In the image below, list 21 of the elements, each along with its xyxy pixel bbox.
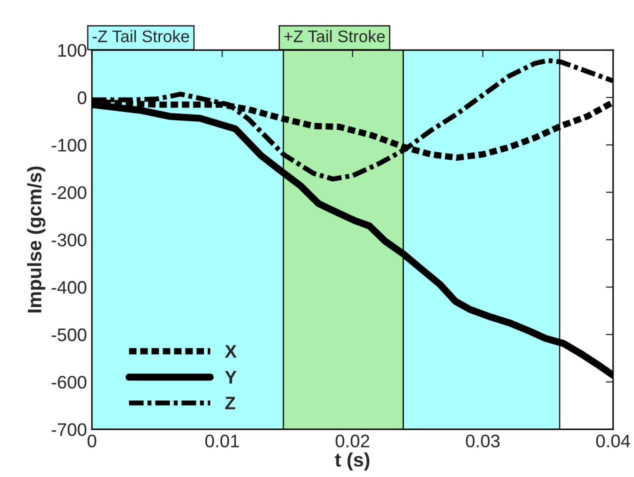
- band-label: +Z Tail Stroke: [284, 30, 385, 42]
- y-tick-label: -700: [52, 423, 86, 436]
- y-tick-label: -300: [52, 234, 86, 246]
- y-axis-title: Impulse (gcm/s): [27, 166, 46, 312]
- y-tick-label: -400: [52, 281, 86, 294]
- band-label: -Z Tail Stroke: [92, 30, 190, 42]
- x-tick-label: 0: [88, 434, 96, 448]
- x-axis-title: t (s): [334, 452, 370, 471]
- y-tick-label: -100: [52, 138, 86, 152]
- x-tick-label: 0.01: [205, 434, 239, 448]
- y-tick-label: 0: [78, 91, 86, 104]
- y-tick-label: 100: [58, 44, 86, 57]
- y-tick-label: -600: [52, 376, 86, 389]
- x-tick-label: 0.03: [466, 434, 500, 448]
- y-tick-label: -500: [52, 328, 86, 342]
- legend-label: Y: [225, 371, 236, 384]
- x-tick-label: 0.02: [336, 434, 370, 448]
- legend-label: X: [224, 345, 237, 358]
- x-tick-label: 0.04: [596, 434, 630, 448]
- y-tick-label: -200: [52, 186, 86, 200]
- legend-label: Z: [225, 396, 236, 410]
